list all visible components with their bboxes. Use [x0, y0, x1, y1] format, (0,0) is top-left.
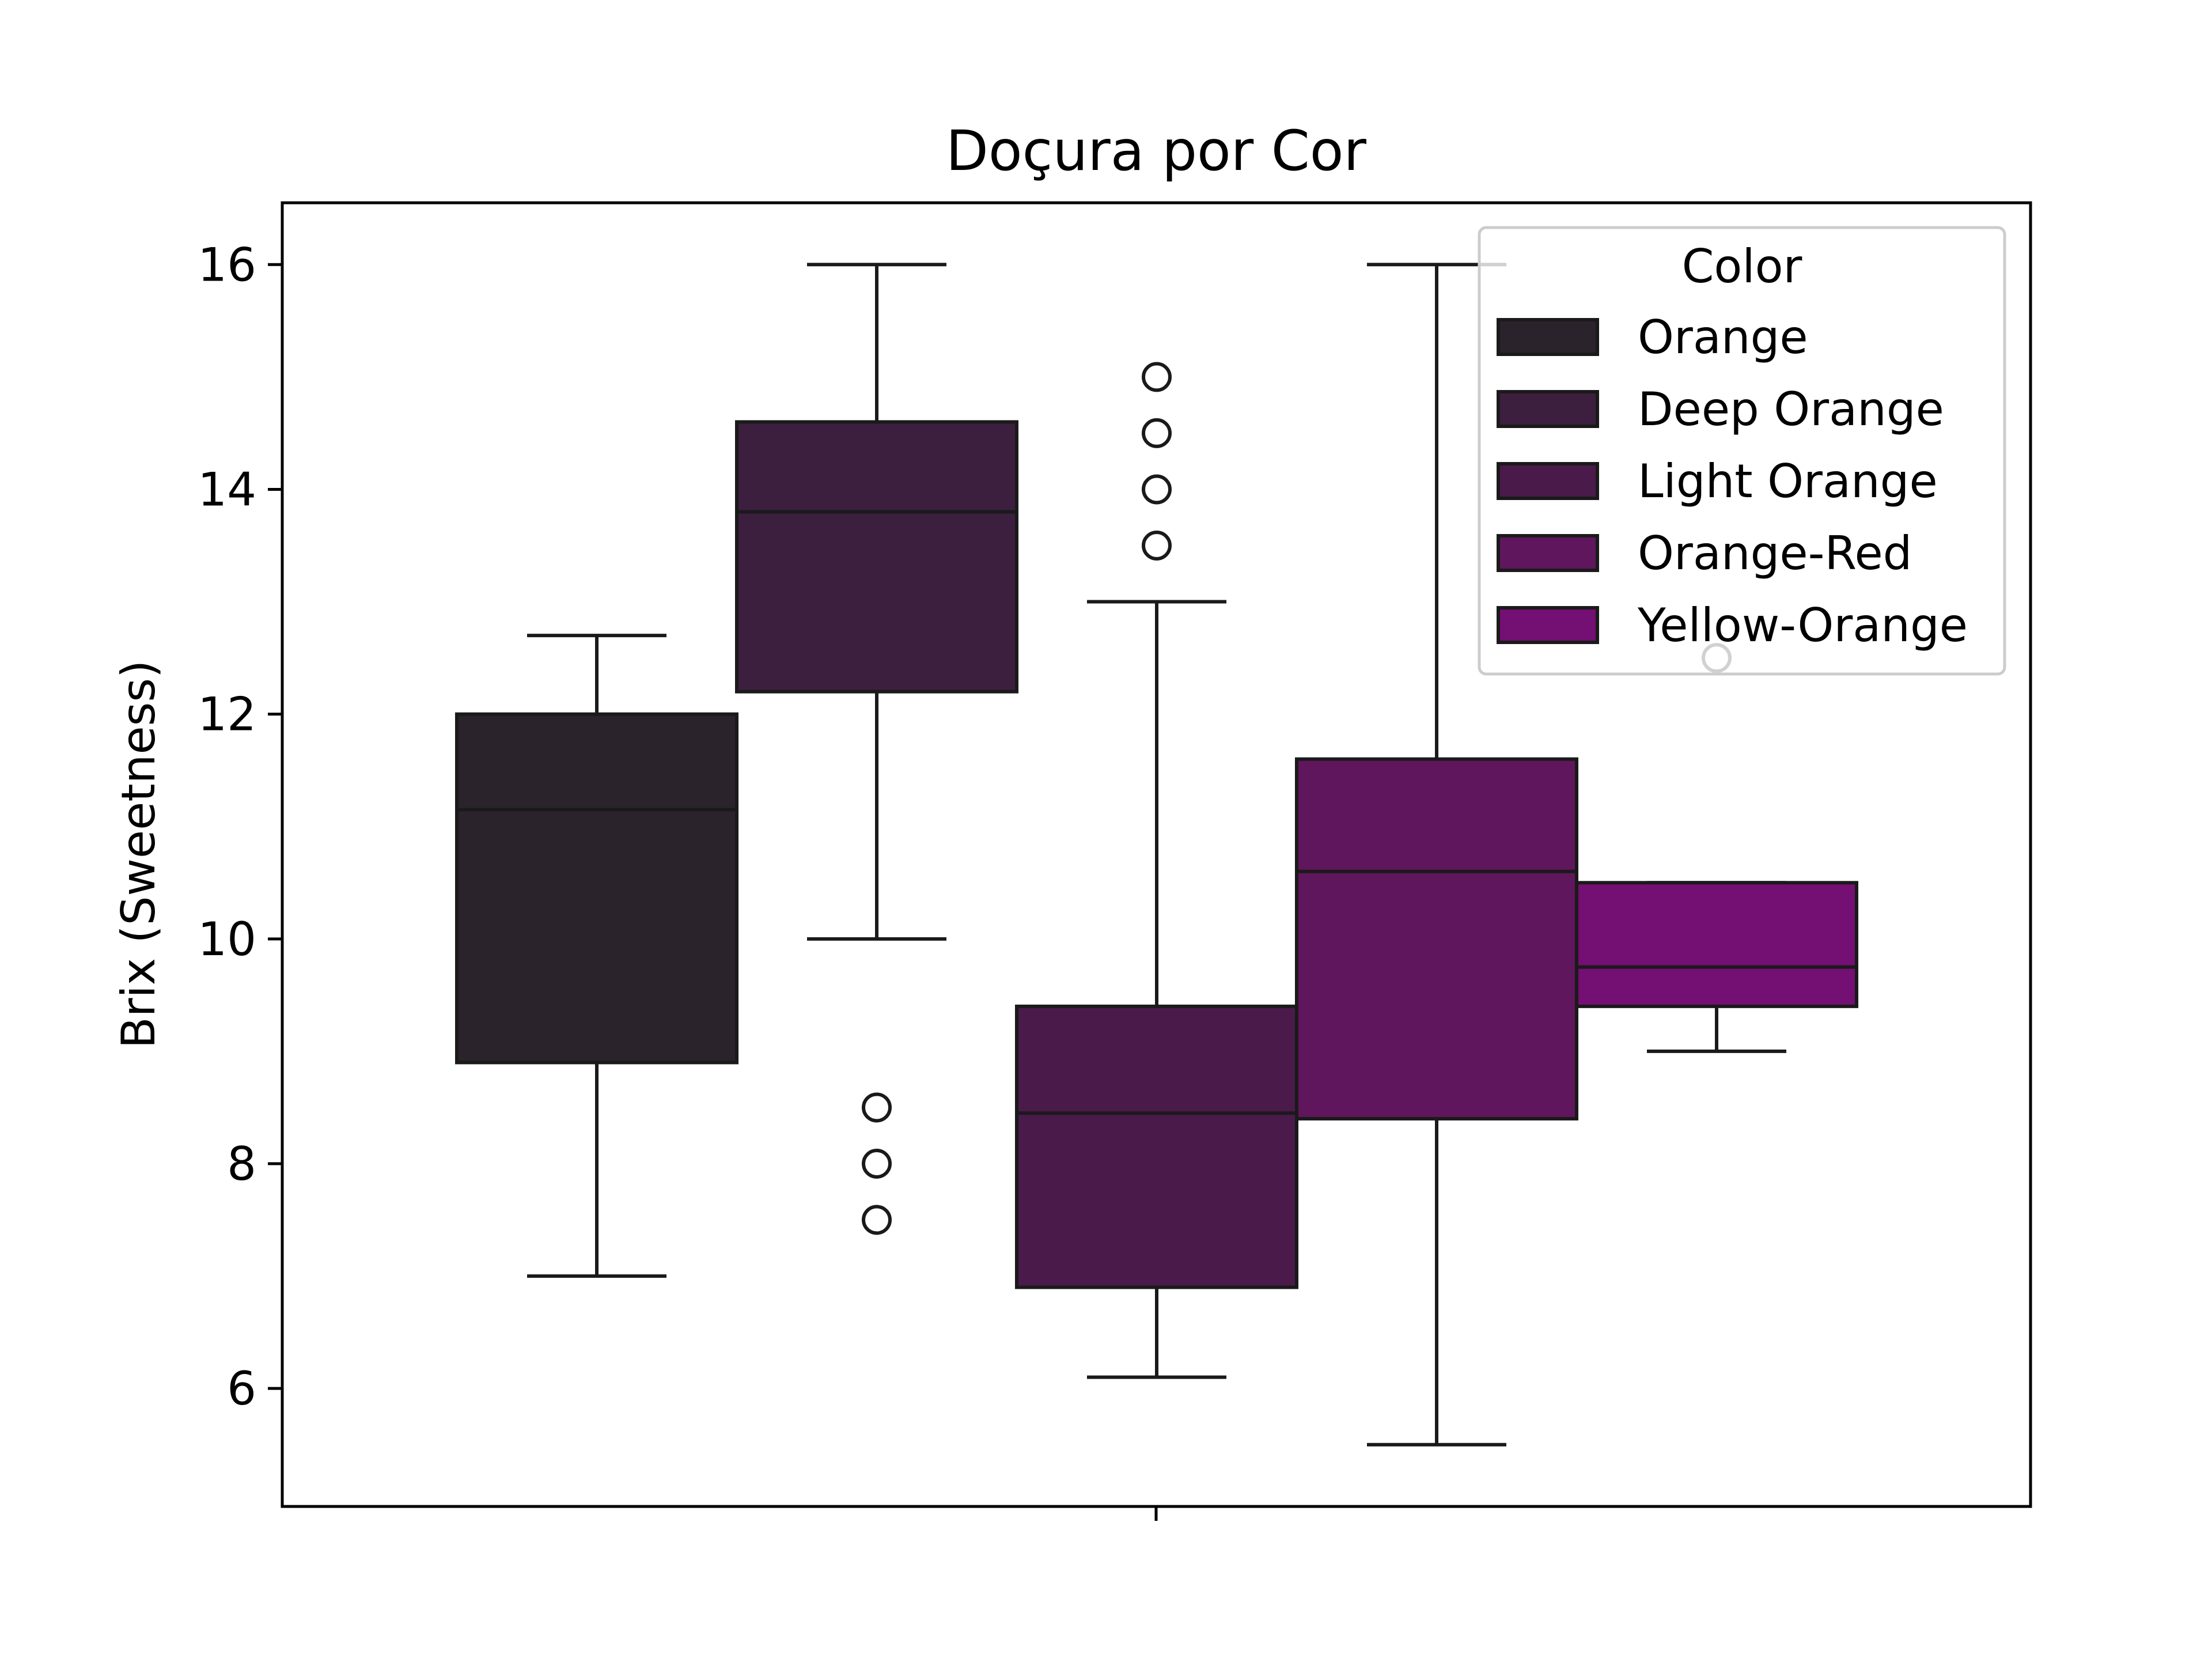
legend-swatch	[1497, 462, 1599, 500]
legend-swatch	[1497, 606, 1599, 644]
legend-frame	[1478, 226, 2006, 676]
box-deep-orange	[735, 263, 1018, 1235]
legend-label: Deep Orange	[1638, 383, 1944, 436]
legend-label: Yellow-Orange	[1637, 599, 1968, 652]
outlier-point	[1142, 362, 1172, 392]
y-tick-label: 6	[227, 1362, 256, 1415]
iqr-box	[735, 420, 1018, 694]
legend-swatch	[1497, 534, 1599, 572]
y-axis-label: Brix (Sweetness)	[112, 660, 165, 1049]
outlier-point	[1142, 418, 1172, 448]
y-tick-label: 10	[198, 913, 256, 966]
y-axis: 6 8 10 12 14 16	[198, 238, 282, 1415]
chart-title: Doçura por Cor	[946, 119, 1367, 183]
y-tick-label: 12	[198, 688, 256, 741]
legend-swatch	[1497, 390, 1599, 428]
outlier-point	[862, 1148, 892, 1179]
outlier-point	[1142, 531, 1172, 561]
outlier-point	[862, 1092, 892, 1123]
legend-swatch	[1497, 318, 1599, 356]
legend-label: Orange	[1638, 311, 1808, 364]
legend[interactable]: Color Orange Deep Orange Light Orange Orange…	[1478, 226, 2006, 676]
iqr-box	[1015, 1004, 1298, 1289]
box-light-orange	[1015, 362, 1298, 1379]
boxes-layer	[455, 263, 1858, 1447]
legend-label: Orange-Red	[1638, 527, 1912, 580]
box-orange	[455, 634, 738, 1278]
iqr-box	[1575, 881, 1858, 1008]
outlier-point	[1142, 474, 1172, 505]
legend-title: Color	[1682, 240, 1802, 293]
outlier-point	[862, 1205, 892, 1235]
y-tick-label: 16	[198, 238, 256, 291]
y-tick-label: 14	[198, 463, 256, 516]
legend-label: Light Orange	[1638, 455, 1938, 508]
y-tick-label: 8	[227, 1137, 256, 1191]
box-yellow-orange	[1575, 643, 1858, 1053]
iqr-box	[1295, 757, 1578, 1120]
iqr-box	[455, 712, 738, 1065]
